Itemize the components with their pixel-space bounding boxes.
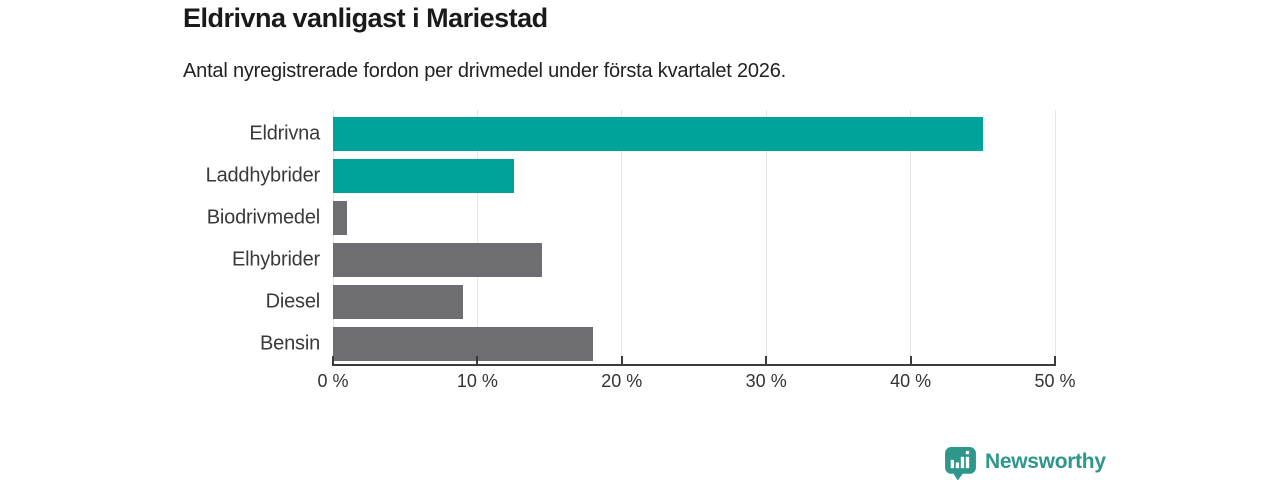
x-axis-tick-0pct [332, 356, 334, 364]
gridline-50pct [1054, 110, 1056, 364]
speech-bubble-shape [945, 447, 976, 480]
x-axis-tick-10pct [476, 356, 479, 364]
x-axis-tick-label-30pct: 30 % [745, 371, 787, 391]
category-label-bensin: Bensin [260, 332, 320, 355]
x-axis-tick-30pct [765, 356, 768, 364]
x-axis-tick-label-0pct: 0 % [317, 371, 349, 391]
x-axis-tick-20pct [620, 356, 623, 364]
bar-eldrivna [333, 117, 983, 151]
x-axis-tick-label-10pct: 10 % [456, 371, 498, 391]
bar-chart-glyph [950, 450, 970, 469]
bar-diesel [333, 285, 463, 319]
newsworthy-bubble-chart-icon [945, 447, 976, 480]
x-axis-line [332, 364, 1056, 366]
bar-bensin [333, 327, 593, 361]
category-label-laddhybrider: Laddhybrider [205, 164, 321, 187]
x-axis-tick-label-20pct: 20 % [601, 371, 643, 391]
x-axis-tick-label-40pct: 40 % [890, 371, 932, 391]
x-axis-tick-50pct [1054, 356, 1056, 364]
category-label-elhybrider: Elhybrider [231, 248, 320, 271]
bar-laddhybrider [333, 159, 514, 193]
category-label-eldrivna: Eldrivna [249, 122, 320, 145]
gridline-10pct [476, 110, 478, 364]
bar-biodrivmedel [333, 201, 348, 235]
x-axis-tick-40pct [909, 356, 912, 364]
gridline-20pct [621, 110, 623, 364]
gridline-0pct [332, 110, 334, 364]
newsworthy-branding[interactable]: Newsworthy [944, 446, 1106, 480]
x-axis-tick-label-50pct: 50 % [1034, 371, 1076, 391]
bar-elhybrider [333, 243, 543, 277]
category-label-biodrivmedel: Biodrivmedel [206, 206, 320, 229]
chart-title: Eldrivna vanligast i Mariestad [183, 3, 548, 33]
gridline-30pct [765, 110, 767, 364]
chart-subtitle: Antal nyregistrerade fordon per drivmede… [183, 60, 787, 82]
newsworthy-wordmark: Newsworthy [985, 449, 1106, 473]
gridline-40pct [910, 110, 912, 364]
category-label-diesel: Diesel [265, 290, 321, 313]
